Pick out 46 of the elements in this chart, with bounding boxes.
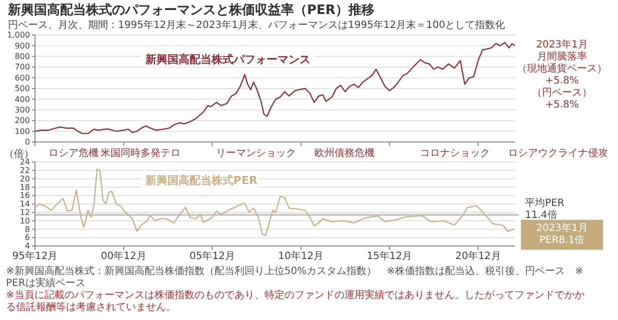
text: コロナショック bbox=[420, 148, 490, 159]
y-tick-label: 900 bbox=[14, 41, 30, 50]
y-tick-label: 1,000 bbox=[7, 30, 30, 40]
y-tick-label: 12 bbox=[20, 208, 30, 218]
ref-line-label: 平均PER11.4倍 bbox=[525, 196, 564, 221]
annotation: 2023年1月月間騰落率（現地通貨ベース）+5.8%（円ベース）+5.8% bbox=[517, 38, 607, 111]
y-tick-label: 300 bbox=[14, 106, 30, 115]
y-tick-label: 6 bbox=[24, 233, 30, 242]
y-tick-label: 4 bbox=[24, 242, 30, 251]
line-series bbox=[34, 168, 516, 236]
y-tick-label: 22 bbox=[20, 166, 30, 176]
x-tick-label: 05年12月 bbox=[190, 250, 235, 262]
y-tick-label: 0 bbox=[24, 138, 30, 147]
y-tick-label: 24 bbox=[20, 158, 30, 167]
chart-title: 新興国高配当株式のパフォーマンスと株価収益率（PER）推移 bbox=[7, 2, 374, 18]
series-label: 新興国高配当株式PER bbox=[144, 174, 258, 187]
x-tick-label: 00年12月 bbox=[100, 250, 146, 262]
chart-subtitle: 円ベース、月次、期間：1995年12月末～2023年1月末、パフォーマンスは1995年12月末＝100として指数化 bbox=[8, 19, 506, 31]
y-tick-label: 20 bbox=[20, 174, 30, 184]
y-tick-label: 10 bbox=[20, 216, 30, 226]
y-axis-title: （倍） bbox=[4, 148, 34, 160]
line-series bbox=[34, 42, 516, 134]
x-tick-label: 10年12月 bbox=[278, 250, 324, 262]
text: 米国同時多発テロ bbox=[100, 147, 181, 159]
text: ロシア危機 bbox=[48, 147, 98, 159]
y-tick-label: 100 bbox=[14, 126, 30, 136]
y-tick-label: 700 bbox=[14, 62, 30, 72]
text: 新興国高配当株式パフォーマンス bbox=[144, 52, 310, 66]
text: 欧州債務危機 bbox=[314, 147, 375, 159]
y-tick-label: 18 bbox=[20, 182, 30, 192]
y-tick-label: 600 bbox=[14, 73, 30, 82]
y-tick-label: 400 bbox=[14, 94, 30, 104]
y-tick-label: 200 bbox=[14, 116, 30, 126]
y-tick-label: 8 bbox=[24, 224, 30, 234]
y-tick-label: 16 bbox=[20, 191, 30, 200]
text: リーマンショック bbox=[216, 148, 296, 159]
x-tick-label: 95年12月 bbox=[12, 250, 58, 262]
text: ※新興国高配当株式：新興国高配当株価指数（配当利回り上位50%カスタム指数） ※株価指数は配当込、税引後、円ベース ※PERは実績ベース bbox=[6, 265, 584, 289]
y-tick-label: 14 bbox=[20, 200, 30, 209]
text: ※当頁に記載のパフォーマンスは株価指数のものであり、特定のファンドの運用実績ではありません。したがってファンドでかかる信託報酬等は考慮されていません。 bbox=[6, 289, 584, 313]
text: ロシアウクライナ侵攻 bbox=[508, 147, 608, 159]
annotation: 2023年1月PER8.1倍 bbox=[536, 222, 588, 246]
x-tick-label: 20年12月 bbox=[455, 250, 501, 262]
x-tick-label: 15年12月 bbox=[366, 250, 412, 262]
y-tick-label: 500 bbox=[14, 84, 30, 94]
y-tick-label: 800 bbox=[14, 52, 30, 62]
